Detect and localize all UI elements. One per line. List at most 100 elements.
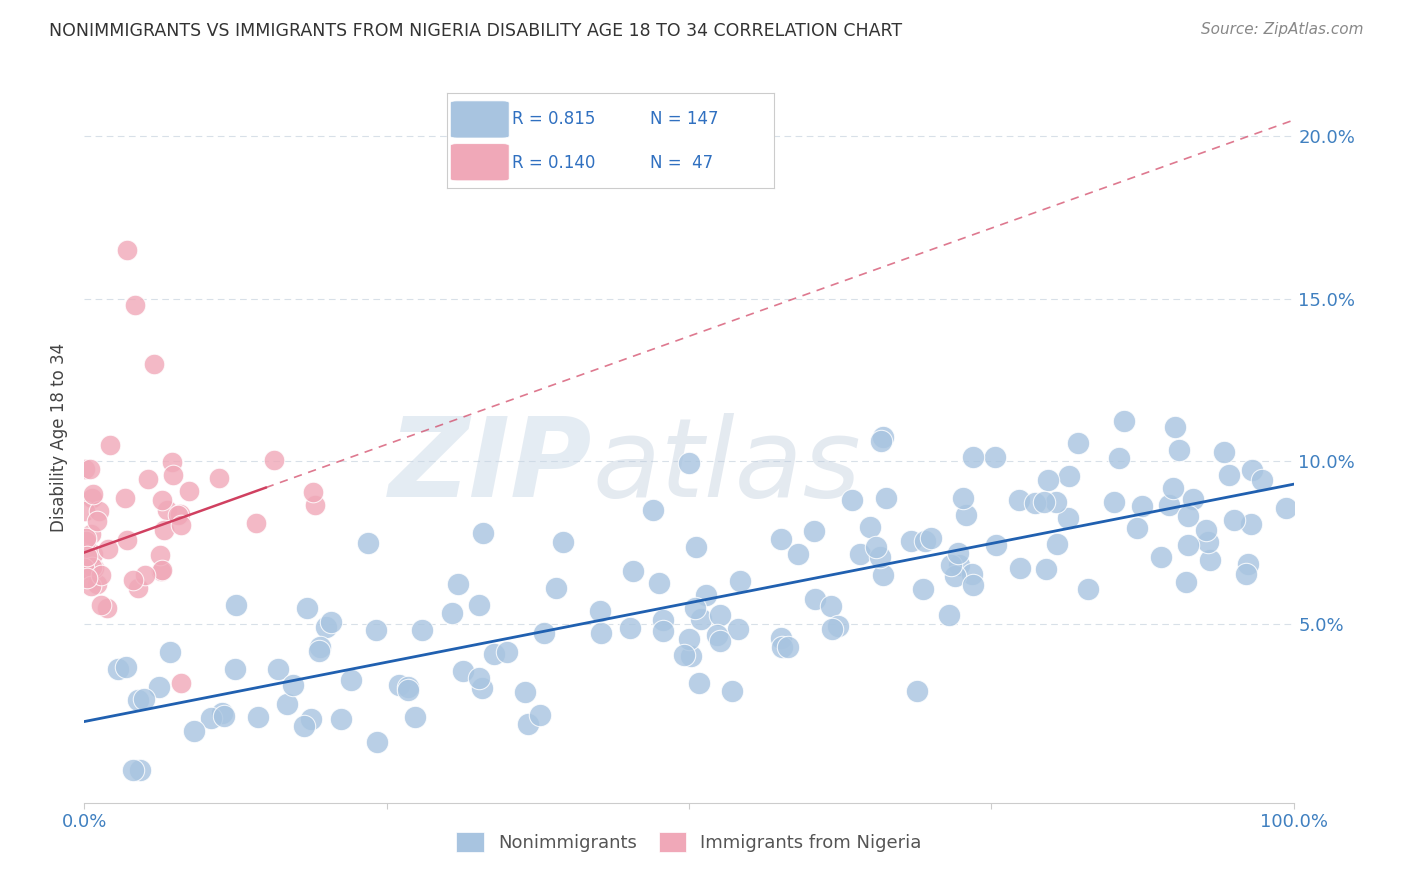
Point — [1199, 553, 1222, 567]
Point — [1102, 494, 1125, 508]
Point — [159, 645, 181, 659]
Point — [267, 661, 290, 675]
Point — [1046, 537, 1069, 551]
Point — [960, 567, 983, 582]
Point — [875, 491, 897, 505]
Point — [308, 644, 330, 658]
Point — [292, 719, 315, 733]
Point — [200, 711, 222, 725]
Point — [177, 484, 200, 499]
Point — [1250, 473, 1272, 487]
Point — [115, 243, 138, 257]
Point — [709, 608, 731, 623]
Point — [132, 691, 155, 706]
Point — [150, 492, 173, 507]
Point — [263, 452, 285, 467]
Point — [1057, 469, 1080, 483]
Point — [1126, 521, 1149, 535]
Point — [1077, 582, 1099, 596]
Point — [1195, 523, 1218, 537]
Point — [1159, 499, 1181, 513]
Point — [170, 517, 193, 532]
Point — [246, 710, 269, 724]
Point — [183, 724, 205, 739]
Point — [1112, 415, 1135, 429]
Point — [820, 599, 842, 613]
Point — [1108, 450, 1130, 465]
Point — [1174, 575, 1197, 590]
Point — [396, 680, 419, 694]
Point — [946, 546, 969, 560]
Point — [544, 582, 567, 596]
Point — [516, 717, 538, 731]
Point — [451, 664, 474, 678]
Point — [941, 558, 963, 572]
Text: atlas: atlas — [592, 413, 860, 520]
Point — [1236, 558, 1258, 572]
Point — [681, 648, 703, 663]
Point — [224, 662, 246, 676]
Point — [678, 632, 700, 647]
Point — [588, 603, 610, 617]
Point — [688, 676, 710, 690]
Point — [529, 708, 551, 723]
Point — [76, 571, 98, 585]
Point — [1008, 561, 1031, 575]
Point — [134, 568, 156, 582]
Point — [943, 569, 966, 583]
Point — [1177, 538, 1199, 552]
Point — [920, 531, 942, 545]
Point — [769, 532, 792, 546]
Point — [1024, 496, 1046, 510]
Point — [962, 450, 984, 464]
Point — [706, 628, 728, 642]
Point — [495, 645, 517, 659]
Point — [912, 582, 935, 596]
Point — [948, 558, 970, 573]
Point — [299, 712, 322, 726]
Point — [1057, 511, 1080, 525]
Point — [73, 560, 96, 574]
Point — [1008, 493, 1031, 508]
Point — [651, 613, 673, 627]
Legend: Nonimmigrants, Immigrants from Nigeria: Nonimmigrants, Immigrants from Nigeria — [450, 824, 928, 860]
Point — [115, 660, 138, 674]
Point — [648, 575, 671, 590]
Point — [75, 533, 97, 548]
Point — [859, 519, 882, 533]
Point — [77, 563, 100, 577]
Point — [1035, 561, 1057, 575]
Point — [872, 567, 894, 582]
Point — [472, 526, 495, 541]
Point — [1275, 500, 1298, 515]
Point — [533, 626, 555, 640]
Point — [208, 471, 231, 485]
Point — [129, 764, 152, 778]
Point — [1240, 463, 1263, 477]
Text: Source: ZipAtlas.com: Source: ZipAtlas.com — [1201, 22, 1364, 37]
Point — [86, 576, 108, 591]
Point — [276, 697, 298, 711]
Point — [770, 640, 793, 654]
Point — [80, 579, 103, 593]
Point — [869, 549, 891, 564]
Point — [695, 588, 717, 602]
Point — [1130, 499, 1153, 513]
Point — [652, 624, 675, 639]
Point — [641, 503, 664, 517]
Point — [685, 601, 707, 615]
Point — [1213, 445, 1236, 459]
Point — [914, 533, 936, 548]
Point — [90, 567, 112, 582]
Point — [121, 764, 143, 778]
Point — [411, 623, 433, 637]
Point — [364, 623, 387, 637]
Point — [804, 591, 827, 606]
Point — [1045, 494, 1067, 508]
Point — [136, 472, 159, 486]
Point — [75, 462, 97, 476]
Point — [329, 712, 352, 726]
Point — [304, 498, 326, 512]
Point — [841, 492, 863, 507]
Text: NONIMMIGRANTS VS IMMIGRANTS FROM NIGERIA DISABILITY AGE 18 TO 34 CORRELATION CHA: NONIMMIGRANTS VS IMMIGRANTS FROM NIGERIA… — [49, 22, 903, 40]
